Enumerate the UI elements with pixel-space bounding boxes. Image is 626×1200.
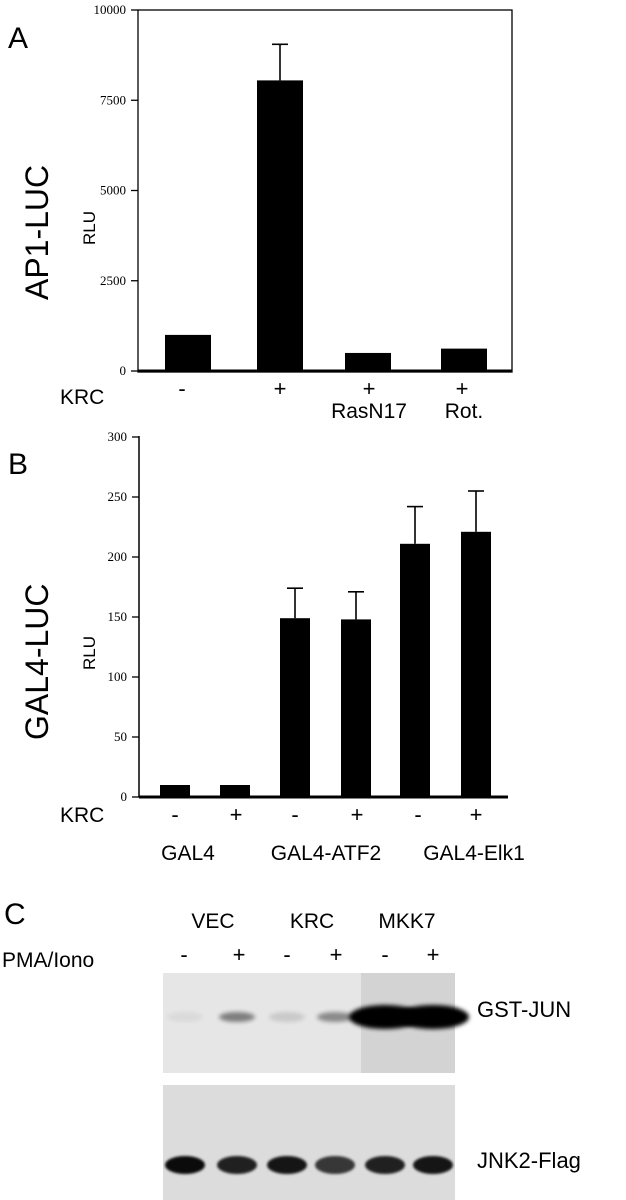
panel-a-sign-2: +	[274, 376, 287, 401]
gst-jun-bands	[167, 1005, 469, 1029]
panel-b-bar	[160, 785, 190, 797]
gst-jun-band	[167, 1012, 203, 1022]
panel-c-sign-3: -	[283, 942, 290, 967]
jnk2-flag-band	[267, 1156, 307, 1174]
panel-c-sign-1: -	[180, 942, 187, 967]
panel-b-side-title: GAL4-LUC	[19, 584, 55, 741]
panel-c-pma-iono-label: PMA/Iono	[2, 949, 94, 972]
panel-a-bar	[345, 352, 391, 371]
panel-b-sign-6: +	[470, 802, 483, 827]
panel-c-group-mkk7: MKK7	[378, 910, 435, 933]
panel-a-sign-3: +	[363, 376, 376, 401]
panel-c-sign-6: +	[427, 942, 440, 967]
panel-c-sign-4: +	[330, 942, 343, 967]
panel-b-ytick-label: 200	[108, 549, 128, 564]
jnk2-flag-band	[217, 1156, 257, 1174]
panel-b-y-axis-label: RLU	[80, 636, 99, 670]
panel-a-ytick-label: 5000	[100, 183, 126, 198]
panel-c-sign-2: +	[233, 942, 246, 967]
gst-jun-band	[317, 1012, 353, 1022]
panel-a-sign-4: +	[456, 376, 469, 401]
panel-b-bar	[341, 619, 371, 797]
panel-a-ytick-label: 0	[120, 363, 127, 378]
panel-b-ytick-label: 100	[108, 669, 128, 684]
jnk2-flag-label: JNK2-Flag	[477, 1148, 581, 1173]
gst-jun-band	[397, 1005, 469, 1029]
panel-b-ytick-label: 150	[108, 609, 128, 624]
panel-b-bar	[400, 543, 430, 797]
jnk2-flag-band	[315, 1156, 355, 1174]
panel-b-group-gal4-atf2: GAL4-ATF2	[271, 842, 381, 865]
panel-b-bar	[280, 618, 310, 797]
panel-b-bar	[461, 531, 491, 797]
panel-a-bars	[165, 43, 487, 372]
panel-c-letter: C	[4, 898, 26, 931]
panel-b-ytick-label: 0	[121, 789, 128, 804]
gst-jun-band	[219, 1012, 255, 1022]
panel-b-bar	[220, 785, 250, 797]
gst-jun-band	[269, 1012, 305, 1022]
panel-a-bar	[257, 80, 303, 372]
panel-b-group-gal4-elk1: GAL4-Elk1	[423, 842, 525, 865]
panel-b-ytick-label: 300	[108, 429, 128, 444]
panel-c-sign-5: -	[381, 942, 388, 967]
panel-c-group-krc: KRC	[290, 910, 334, 933]
jnk2-flag-blot	[163, 1085, 455, 1200]
panel-b-group-gal4: GAL4	[161, 842, 215, 865]
panel-b-sign-5: -	[414, 802, 421, 827]
jnk2-flag-band	[413, 1156, 453, 1174]
panel-a-bar	[165, 334, 211, 371]
gst-jun-label: GST-JUN	[477, 997, 571, 1022]
jnk2-flag-band	[365, 1156, 405, 1174]
panel-a-rot-label: Rot.	[445, 400, 484, 423]
panel-b-letter: B	[8, 448, 28, 481]
panel-a-plot-frame	[137, 9, 513, 373]
panel-b-ytick-label: 250	[108, 489, 128, 504]
jnk2-flag-band	[165, 1156, 205, 1174]
panel-b-sign-1: -	[171, 802, 178, 827]
panel-a-sign-1: -	[178, 376, 185, 401]
panel-b-sign-4: +	[351, 802, 364, 827]
panel-a-krc-label: KRC	[60, 386, 104, 409]
panel-b-sign-2: +	[230, 802, 243, 827]
panel-a-side-title: AP1-LUC	[19, 165, 55, 300]
panel-b-ytick-label: 50	[114, 729, 127, 744]
panel-b-sign-3: -	[291, 802, 298, 827]
panel-b-bars	[160, 490, 491, 797]
panel-a-ytick-label: 2500	[100, 273, 126, 288]
panel-a-ytick-label: 7500	[100, 92, 126, 107]
panel-a-rasn17-label: RasN17	[331, 400, 407, 423]
jnk2-flag-bands	[165, 1156, 453, 1174]
panel-a-ytick-label: 10000	[94, 2, 127, 17]
panel-a-y-axis-label: RLU	[80, 211, 99, 245]
panel-a-y-ticks: 0 2500 5000 7500 10000	[94, 2, 138, 378]
panel-b-krc-label: KRC	[60, 804, 104, 827]
panel-a-letter: A	[8, 22, 28, 55]
panel-c-group-vec: VEC	[191, 910, 234, 933]
panel-a-bar	[441, 348, 487, 371]
panel-b-y-ticks: 0 50 100 150 200 250 300	[108, 429, 139, 804]
